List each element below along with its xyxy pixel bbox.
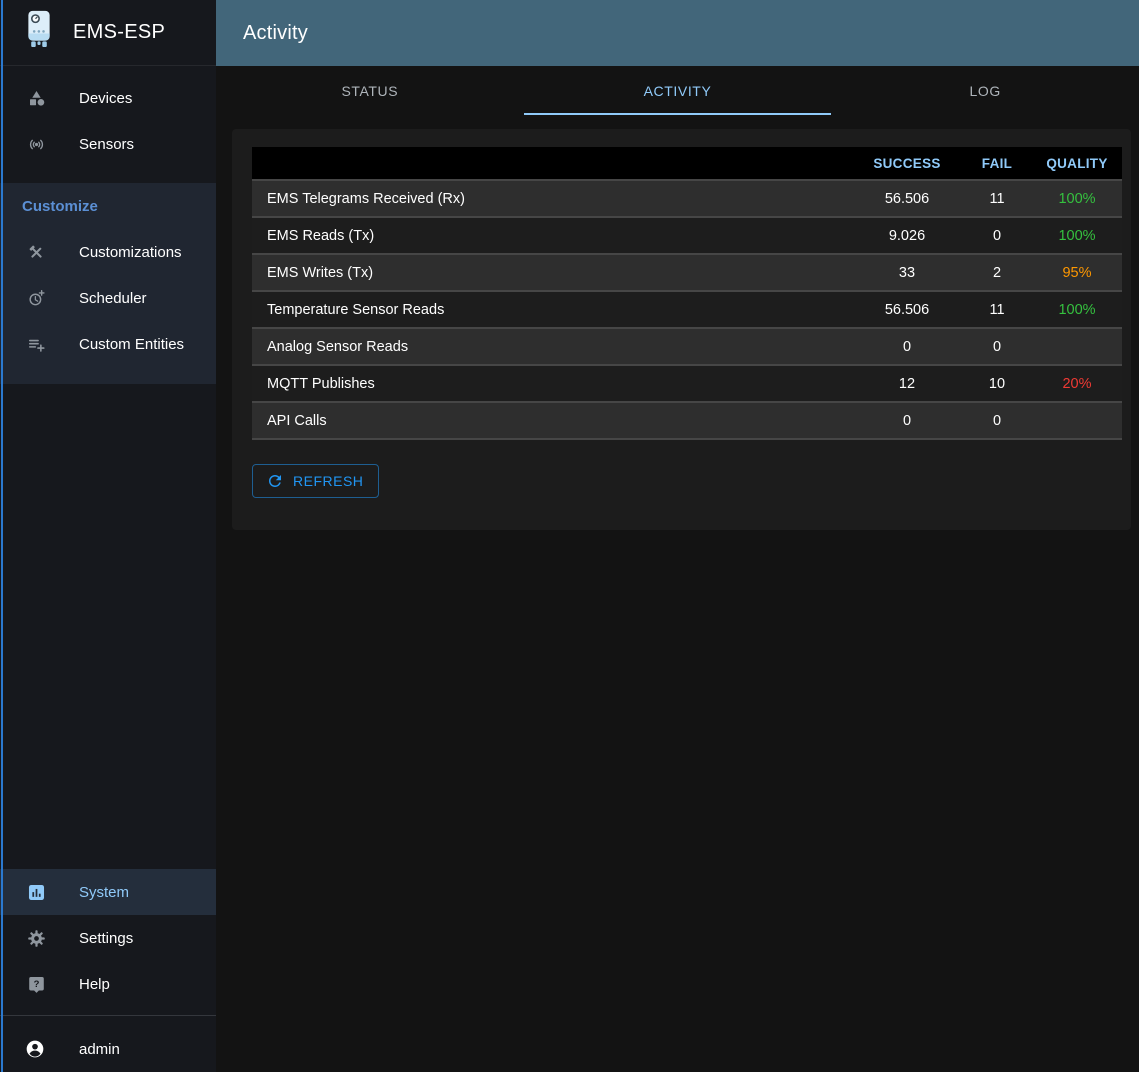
- sidebar-item-system[interactable]: System: [0, 869, 216, 915]
- analytics-icon: [27, 883, 79, 902]
- row-label: MQTT Publishes: [252, 364, 852, 402]
- sidebar-spacer: [0, 384, 216, 869]
- account-circle-icon: [25, 1039, 79, 1059]
- sidebar-item-scheduler[interactable]: Scheduler: [0, 275, 216, 321]
- quality-value: 100%: [1032, 179, 1122, 217]
- category-icon: [27, 89, 79, 108]
- playlist-add-icon: [27, 335, 79, 354]
- table-row: EMS Telegrams Received (Rx) 56.506 11 10…: [252, 179, 1122, 217]
- sidebar-divider: [0, 1015, 216, 1016]
- quality-value: 20%: [1032, 364, 1122, 402]
- quality-value: 95%: [1032, 253, 1122, 291]
- success-value: 9.026: [852, 216, 962, 254]
- column-header-success: SUCCESS: [852, 147, 962, 180]
- row-label: Temperature Sensor Reads: [252, 290, 852, 328]
- quality-value: [1032, 401, 1122, 440]
- success-value: 33: [852, 253, 962, 291]
- sidebar: EMS-ESP Devices: [0, 0, 216, 1072]
- gear-icon: [27, 929, 79, 948]
- sidebar-item-help[interactable]: ? Help: [0, 961, 216, 1007]
- column-header-quality: QUALITY: [1032, 147, 1122, 180]
- sidebar-item-customizations[interactable]: Customizations: [0, 229, 216, 275]
- table-row: Analog Sensor Reads 0 0: [252, 327, 1122, 365]
- svg-text:?: ?: [34, 978, 40, 989]
- column-header-blank: [252, 147, 852, 180]
- refresh-icon: [266, 472, 284, 490]
- table-row: Temperature Sensor Reads 56.506 11 100%: [252, 290, 1122, 328]
- tools-icon: [27, 243, 79, 262]
- fail-value: 10: [962, 364, 1032, 402]
- sidebar-item-settings[interactable]: Settings: [0, 915, 216, 961]
- quality-value: 100%: [1032, 290, 1122, 328]
- table-row: API Calls 0 0: [252, 401, 1122, 440]
- refresh-button[interactable]: REFRESH: [252, 464, 380, 498]
- fail-value: 0: [962, 216, 1032, 254]
- sidebar-item-label: Settings: [79, 929, 134, 947]
- tab-activity[interactable]: ACTIVITY: [523, 66, 832, 115]
- fail-value: 11: [962, 290, 1032, 328]
- sidebar-item-label: Customizations: [79, 243, 182, 261]
- sidebar-user-admin[interactable]: admin: [0, 1026, 216, 1072]
- customize-section-header: Customize: [22, 197, 98, 215]
- fail-value: 0: [962, 327, 1032, 365]
- success-value: 0: [852, 401, 962, 440]
- activity-card: SUCCESS FAIL QUALITY EMS Telegrams Recei…: [232, 129, 1131, 530]
- sidebar-item-devices[interactable]: Devices: [0, 75, 216, 121]
- brand-header: EMS-ESP: [0, 0, 216, 66]
- refresh-button-label: REFRESH: [293, 473, 364, 489]
- activity-table: SUCCESS FAIL QUALITY EMS Telegrams Recei…: [252, 147, 1122, 440]
- sidebar-item-label: Devices: [79, 89, 133, 107]
- window-edge-accent: [1, 0, 3, 1072]
- table-row: EMS Reads (Tx) 9.026 0 100%: [252, 216, 1122, 254]
- sensors-icon: [27, 135, 79, 154]
- sidebar-item-label: Scheduler: [79, 289, 147, 307]
- table-row: EMS Writes (Tx) 33 2 95%: [252, 253, 1122, 291]
- main-area: Activity STATUS ACTIVITY LOG SUCCESS FAI…: [216, 0, 1139, 1072]
- sidebar-item-label: System: [79, 883, 130, 901]
- sidebar-item-sensors[interactable]: Sensors: [0, 121, 216, 167]
- sidebar-main-nav: Devices Sensors: [0, 66, 216, 167]
- sidebar-customize-section: Customize Customizations: [0, 183, 216, 384]
- fail-value: 2: [962, 253, 1032, 291]
- row-label: EMS Telegrams Received (Rx): [252, 179, 852, 217]
- table-row: MQTT Publishes 12 10 20%: [252, 364, 1122, 402]
- page-title: Activity: [243, 21, 308, 44]
- sidebar-bottom-nav: System Settings: [0, 869, 216, 1007]
- sidebar-item-custom-entities[interactable]: Custom Entities: [0, 321, 216, 367]
- tab-bar: STATUS ACTIVITY LOG: [216, 66, 1139, 115]
- success-value: 56.506: [852, 179, 962, 217]
- success-value: 56.506: [852, 290, 962, 328]
- quality-value: [1032, 327, 1122, 365]
- row-label: Analog Sensor Reads: [252, 327, 852, 365]
- quality-value: 100%: [1032, 216, 1122, 254]
- fail-value: 0: [962, 401, 1032, 440]
- row-label: API Calls: [252, 401, 852, 440]
- table-header-row: SUCCESS FAIL QUALITY: [252, 147, 1122, 180]
- row-label: EMS Writes (Tx): [252, 253, 852, 291]
- sidebar-item-label: Help: [79, 975, 110, 993]
- row-label: EMS Reads (Tx): [252, 216, 852, 254]
- fail-value: 11: [962, 179, 1032, 217]
- sidebar-item-label: Sensors: [79, 135, 135, 153]
- app-bar: Activity: [216, 0, 1139, 66]
- column-header-fail: FAIL: [962, 147, 1032, 180]
- help-bubble-icon: ?: [27, 975, 79, 994]
- sidebar-item-label: Custom Entities: [79, 335, 185, 353]
- user-name: admin: [79, 1040, 120, 1058]
- clock-plus-icon: [27, 289, 79, 308]
- boiler-logo-icon: [22, 7, 56, 58]
- tab-log[interactable]: LOG: [969, 82, 1001, 99]
- brand-title: EMS-ESP: [73, 21, 166, 43]
- tab-status[interactable]: STATUS: [341, 82, 399, 99]
- success-value: 12: [852, 364, 962, 402]
- success-value: 0: [852, 327, 962, 365]
